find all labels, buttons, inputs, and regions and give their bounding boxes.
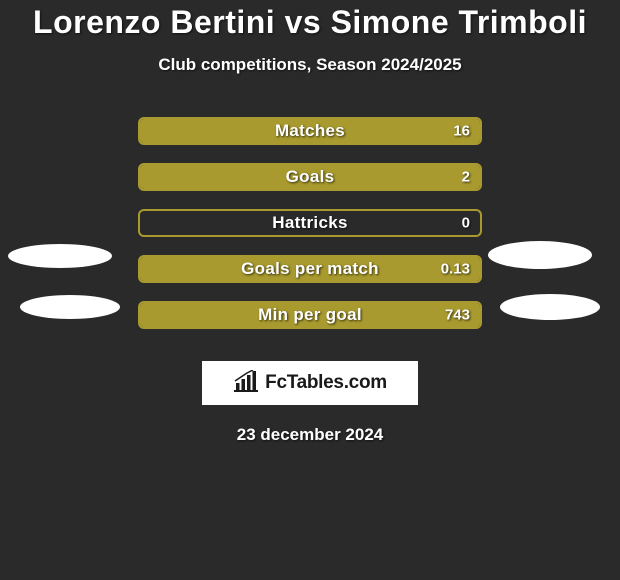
stats-area: Matches 16 Goals 2 Hattricks 0 Goals p [0, 117, 620, 347]
stat-row: Hattricks 0 [0, 209, 620, 237]
stat-bar: Goals 2 [138, 163, 482, 191]
stat-bar: Matches 16 [138, 117, 482, 145]
logo-text: FcTables.com [265, 372, 387, 394]
stat-label: Goals per match [241, 259, 379, 279]
page-title: Lorenzo Bertini vs Simone Trimboli [33, 4, 587, 41]
stat-value: 743 [445, 307, 470, 324]
subtitle: Club competitions, Season 2024/2025 [158, 55, 461, 75]
stat-value: 16 [453, 123, 470, 140]
stat-label: Min per goal [258, 305, 362, 325]
stat-row: Goals per match 0.13 [0, 255, 620, 283]
stat-label: Matches [275, 121, 345, 141]
stat-row: Matches 16 [0, 117, 620, 145]
stat-bar: Min per goal 743 [138, 301, 482, 329]
logo-inner: FcTables.com [233, 370, 387, 397]
infographic-container: Lorenzo Bertini vs Simone Trimboli Club … [0, 0, 620, 445]
stat-label: Hattricks [272, 213, 347, 233]
stat-value: 0.13 [441, 261, 470, 278]
date-text: 23 december 2024 [237, 425, 384, 445]
stat-label: Goals [286, 167, 335, 187]
logo-box: FcTables.com [202, 361, 418, 405]
stat-bar: Hattricks 0 [138, 209, 482, 237]
stat-row: Goals 2 [0, 163, 620, 191]
stat-value: 0 [462, 215, 470, 232]
stat-bar: Goals per match 0.13 [138, 255, 482, 283]
stat-row: Min per goal 743 [0, 301, 620, 329]
chart-bars-icon [233, 370, 259, 397]
stat-value: 2 [462, 169, 470, 186]
